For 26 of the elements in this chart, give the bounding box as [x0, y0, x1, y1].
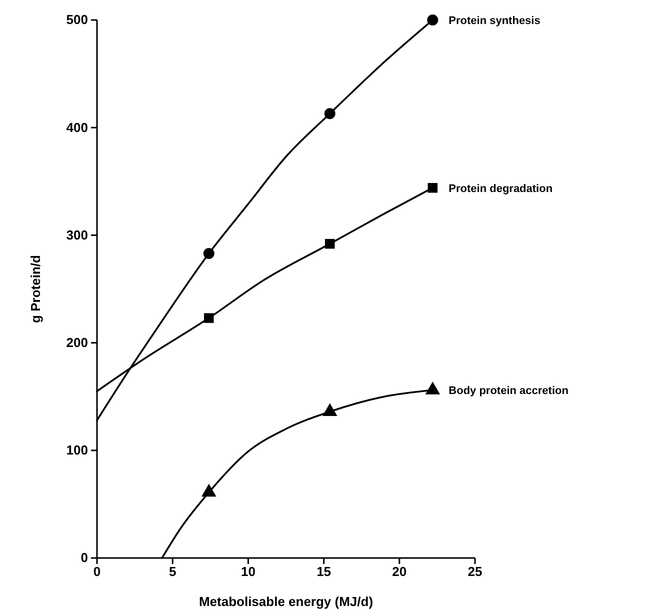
x-axis-title: Metabolisable energy (MJ/d): [198, 594, 374, 609]
point: [428, 182, 438, 193]
y-tick-label: 0: [80, 550, 88, 566]
series-label: Protein synthesis: [448, 15, 540, 27]
point: [322, 403, 338, 416]
point: [201, 484, 216, 497]
x-tick-label: 25: [468, 564, 482, 580]
x-tick-label: 5: [168, 564, 176, 580]
y-tick-label: 100: [66, 442, 88, 458]
point: [203, 248, 214, 259]
point: [425, 382, 440, 394]
x-tick-label: 0: [93, 564, 101, 580]
point: [204, 313, 214, 323]
y-tick-label: 200: [66, 334, 88, 350]
series-label: Body protein accretion: [448, 385, 569, 398]
y-tick-label: 400: [66, 120, 88, 135]
y-tick-label: 300: [66, 227, 88, 242]
point: [427, 14, 438, 26]
point: [324, 108, 336, 120]
x-tick-label: 15: [316, 564, 332, 580]
x-tick-label: 20: [392, 564, 407, 580]
y-axis-title: g Protein/d: [28, 255, 43, 323]
x-tick-label: 10: [240, 564, 256, 580]
series-label: Protein degradation: [448, 182, 553, 195]
point: [324, 238, 335, 249]
y-tick-label: 500: [66, 12, 88, 28]
